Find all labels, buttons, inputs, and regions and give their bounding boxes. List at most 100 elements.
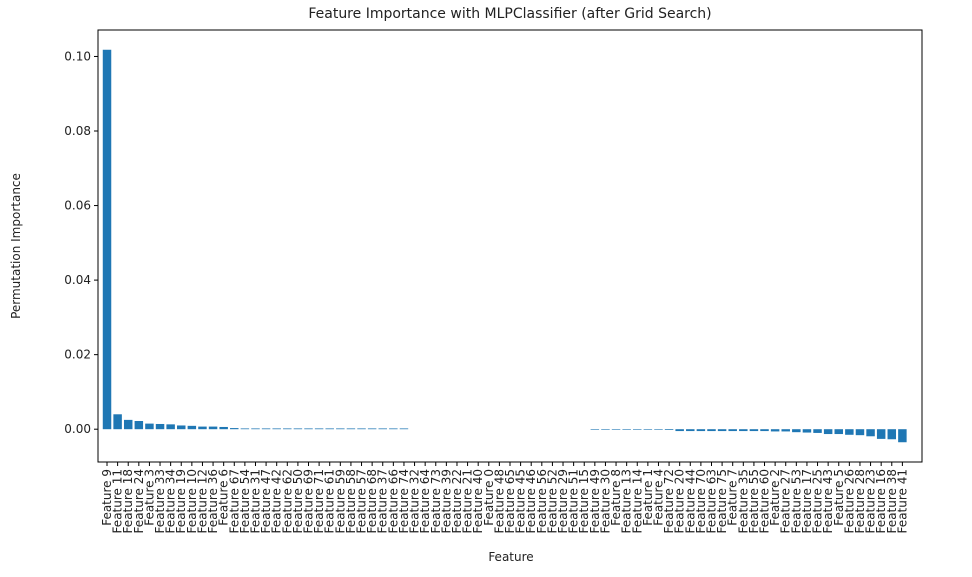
bar: [707, 429, 716, 432]
x-tick-label: Feature 6: [217, 469, 231, 526]
x-tick-label: Feature 17: [800, 469, 814, 533]
x-tick-label: Feature 73: [429, 469, 443, 533]
bar: [187, 425, 197, 430]
bar: [834, 429, 843, 435]
bar: [357, 428, 366, 430]
x-tick-label: Feature 46: [524, 469, 538, 533]
x-tick-label: Feature 31: [248, 469, 262, 533]
bar: [198, 426, 207, 430]
bar: [675, 429, 684, 432]
x-tick-label: Feature 59: [333, 469, 347, 533]
bar: [177, 425, 186, 430]
x-tick-label: Feature 42: [270, 469, 284, 533]
bar: [134, 420, 144, 430]
bar: [611, 429, 621, 430]
x-tick-label: Feature 60: [758, 469, 772, 533]
x-tick-label: Feature 27: [779, 469, 793, 533]
x-tick-label: Feature 26: [842, 469, 856, 533]
bar: [102, 49, 112, 430]
bar: [654, 429, 663, 430]
bar: [622, 429, 631, 430]
bar: [314, 428, 324, 430]
bar: [123, 419, 133, 430]
x-tick-label: Feature 64: [418, 469, 432, 533]
x-tick-label: Feature 50: [291, 469, 305, 533]
x-tick-label: Feature 20: [673, 469, 687, 533]
y-tick-label: 0.04: [64, 273, 91, 287]
x-tick-label: Feature 16: [874, 469, 888, 533]
x-tick-label: Feature 15: [577, 469, 591, 533]
x-tick-label: Feature 33: [153, 469, 167, 533]
x-tick-label: Feature 38: [885, 469, 899, 533]
bar: [251, 428, 260, 430]
x-tick-label: Feature 8: [609, 469, 623, 526]
x-tick-label: Feature 28: [853, 469, 867, 533]
x-tick-label: Feature 1: [641, 469, 655, 526]
bar: [633, 429, 642, 430]
bar: [346, 428, 356, 430]
x-tick-label: Feature 40: [471, 469, 485, 533]
bar: [378, 428, 387, 430]
x-tick-label: Feature 55: [747, 469, 761, 533]
x-tick-label: Feature 75: [715, 469, 729, 533]
bar: [802, 429, 812, 433]
x-tick-label: Feature 2: [768, 469, 782, 526]
x-tick-label: Feature 10: [185, 469, 199, 533]
x-axis-label: Feature: [488, 550, 533, 564]
x-tick-label: Feature 51: [567, 469, 581, 533]
x-tick-label: Feature 4: [651, 469, 665, 526]
plot-frame: [97, 29, 923, 463]
x-tick-label: Feature 9: [100, 469, 114, 526]
bar: [770, 429, 780, 432]
bar: [887, 429, 897, 440]
bar: [261, 428, 271, 430]
bar: [749, 429, 759, 432]
x-tick-label: Feature 30: [598, 469, 612, 533]
y-tick-label: 0.00: [64, 422, 91, 436]
x-tick-label: Feature 24: [132, 469, 146, 533]
bar: [155, 423, 165, 430]
bar: [855, 429, 865, 436]
bar: [240, 428, 250, 430]
x-tick-label: Feature 44: [683, 469, 697, 533]
x-tick-label: Feature 29: [556, 469, 570, 533]
y-tick-label: 0.02: [64, 348, 91, 362]
x-tick-label: Feature 41: [895, 469, 909, 533]
x-tick-label: Feature 19: [174, 469, 188, 533]
bar: [686, 429, 695, 432]
x-tick-label: Feature 69: [302, 469, 316, 533]
x-tick-label: Feature 5: [832, 469, 846, 526]
x-tick-label: Feature 47: [259, 469, 273, 533]
x-tick-label: Feature 52: [545, 469, 559, 533]
x-tick-label: Feature 21: [461, 469, 475, 533]
bar: [219, 426, 228, 430]
bar: [113, 414, 122, 430]
x-tick-label: Feature 25: [811, 469, 825, 533]
bar: [717, 429, 727, 432]
x-tick-label: Feature 70: [694, 469, 708, 533]
x-tick-label: Feature 45: [514, 469, 528, 533]
y-tick-label: 0.10: [64, 49, 91, 63]
bar: [367, 428, 377, 430]
x-tick-label: Feature 13: [620, 469, 634, 533]
x-tick-label: Feature 14: [630, 469, 644, 533]
bar: [696, 429, 706, 432]
bar: [739, 429, 748, 432]
bar: [643, 429, 653, 430]
x-tick-label: Feature 66: [386, 469, 400, 533]
x-tick-label: Feature 23: [864, 469, 878, 533]
x-tick-label: Feature 56: [535, 469, 549, 533]
x-tick-label: Feature 18: [121, 469, 135, 533]
x-tick-label: Feature 48: [492, 469, 506, 533]
x-tick-label: Feature 22: [450, 469, 464, 533]
bar: [876, 429, 886, 439]
x-tick-label: Feature 63: [704, 469, 718, 533]
bar: [145, 423, 154, 430]
bar: [590, 429, 600, 430]
bar: [336, 428, 345, 430]
x-tick-label: Feature 3: [142, 469, 156, 526]
x-tick-label: Feature 36: [206, 469, 220, 533]
bar: [399, 428, 409, 430]
bar: [283, 428, 292, 430]
